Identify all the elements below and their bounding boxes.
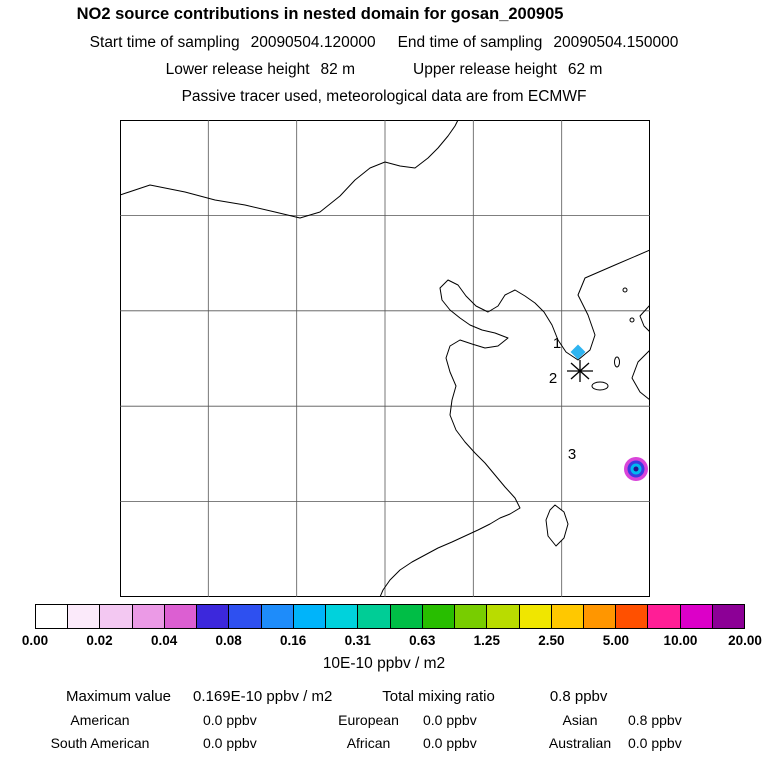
upper-release-label: Upper release height	[413, 61, 557, 78]
colorbar-segment	[68, 605, 101, 628]
colorbar-segment	[551, 605, 584, 628]
upper-release-pair: Upper release height 62 m	[413, 61, 602, 79]
colorbar-segment	[422, 605, 456, 628]
region-name: European	[338, 712, 399, 728]
small-island	[629, 317, 635, 323]
total-mixing-ratio-value: 0.8 ppbv	[549, 688, 608, 705]
region-value: 0.0 ppbv	[203, 712, 257, 728]
taiwan-island	[545, 504, 569, 547]
colorbar-segment	[36, 605, 69, 628]
colorbar-segment	[229, 605, 262, 628]
colorbar-segment	[680, 605, 713, 628]
jeju-island	[591, 381, 609, 391]
region-name: Australian	[548, 735, 612, 751]
receptor-diamond-marker	[570, 344, 586, 360]
colorbar-tick-label: 0.16	[280, 633, 307, 648]
honshu-coastline	[639, 304, 651, 333]
map-gridlines	[120, 120, 650, 597]
colorbar-segments	[36, 605, 745, 628]
region-value: 0.0 ppbv	[203, 735, 257, 751]
start-time-pair: Start time of sampling 20090504.120000	[90, 34, 376, 52]
colorbar-segment	[519, 605, 552, 628]
colorbar-tick-label: 20.00	[728, 633, 762, 648]
region-name: American	[70, 712, 130, 728]
northern-border-coastline	[119, 119, 459, 219]
page-title: NO2 source contributions in nested domai…	[76, 5, 564, 23]
colorbar-segment	[712, 605, 745, 628]
colorbar-tick-label: 0.08	[215, 633, 242, 648]
colorbar-tick-label: 0.02	[86, 633, 113, 648]
end-time-value: 20090504.150000	[553, 34, 679, 51]
upper-release-value: 62 m	[567, 61, 603, 78]
summary-row: Maximum value 0.169E-10 ppbv / m2 Total …	[0, 688, 768, 705]
colorbar-segment	[326, 605, 359, 628]
colorbar-segment	[100, 605, 133, 628]
kyushu-coastline	[631, 349, 651, 401]
figure-title-line: NO2 source contributions in nested domai…	[0, 5, 768, 24]
colorbar-tick-label: 2.50	[538, 633, 565, 648]
colorbar-unit-label: 10E-10 ppbv / m2	[322, 655, 446, 672]
maximum-value-label: Maximum value	[66, 688, 172, 705]
colorbar-segment	[132, 605, 165, 628]
colorbar-segment	[583, 605, 617, 628]
lower-release-label: Lower release height	[165, 61, 310, 78]
region-value: 0.8 ppbv	[628, 712, 682, 728]
release-height-line: Lower release height 82 m Upper release …	[0, 61, 768, 79]
colorbar	[35, 604, 745, 629]
marker-3-label: 3	[568, 446, 576, 463]
start-time-label: Start time of sampling	[89, 34, 240, 51]
asterisk-spoke	[570, 362, 590, 380]
mainland-korea-coastline	[379, 249, 651, 598]
start-time-value: 20090504.120000	[250, 34, 376, 51]
tsushima-island	[614, 356, 620, 368]
colorbar-ticks: 0.00 0.02 0.04 0.08 0.16 0.31 0.63 1.25 2.50 5.00…	[22, 633, 762, 649]
colorbar-segment	[455, 605, 488, 628]
map-panel: 1 2 3	[119, 119, 651, 598]
concentration-blob	[624, 457, 648, 481]
end-time-label: End time of sampling	[397, 34, 543, 51]
colorbar-tick-label: 0.00	[21, 633, 49, 648]
end-time-pair: End time of sampling 20090504.150000	[398, 34, 679, 52]
colorbar-segment	[197, 605, 230, 628]
colorbar-tick-label: 1.25	[473, 633, 500, 648]
map-svg: 1 2 3	[119, 119, 651, 598]
colorbar-tick-label: 0.04	[150, 633, 178, 648]
tracer-note: Passive tracer used, meteorological data…	[181, 88, 587, 105]
region-name: Asian	[562, 712, 598, 728]
region-name: African	[346, 735, 391, 751]
region-name: South American	[50, 735, 150, 751]
colorbar-tick-label: 10.00	[663, 633, 698, 648]
small-island	[622, 287, 628, 293]
colorbar-segment	[648, 605, 681, 628]
colorbar-segment	[390, 605, 423, 628]
colorbar-tick-label: 0.31	[344, 633, 371, 648]
region-value: 0.0 ppbv	[423, 712, 477, 728]
colorbar-tick-label: 5.00	[602, 633, 630, 648]
colorbar-segment	[616, 605, 649, 628]
region-value: 0.0 ppbv	[628, 735, 682, 751]
colorbar-segment	[358, 605, 391, 628]
colorbar-segment	[164, 605, 198, 628]
receptor-asterisk-marker	[567, 360, 593, 382]
sampling-time-line: Start time of sampling 20090504.120000 E…	[0, 34, 768, 52]
region-value: 0.0 ppbv	[423, 735, 477, 751]
tracer-note-line: Passive tracer used, meteorological data…	[0, 88, 768, 106]
lower-release-pair: Lower release height 82 m	[166, 61, 355, 79]
marker-2-label: 2	[549, 370, 557, 387]
marker-1-label: 1	[553, 335, 561, 352]
total-mixing-ratio-label: Total mixing ratio	[382, 688, 495, 705]
region-row-2: South American 0.0 ppbv African 0.0 ppbv…	[0, 735, 768, 751]
colorbar-segment	[261, 605, 294, 628]
maximum-value: 0.169E-10 ppbv / m2	[193, 688, 333, 705]
blob-center	[633, 466, 639, 472]
colorbar-segment	[487, 605, 520, 628]
region-row-1: American 0.0 ppbv European 0.0 ppbv Asia…	[0, 712, 768, 728]
colorbar-tick-label: 0.63	[409, 633, 436, 648]
colorbar-segment	[293, 605, 327, 628]
lower-release-value: 82 m	[320, 61, 355, 78]
